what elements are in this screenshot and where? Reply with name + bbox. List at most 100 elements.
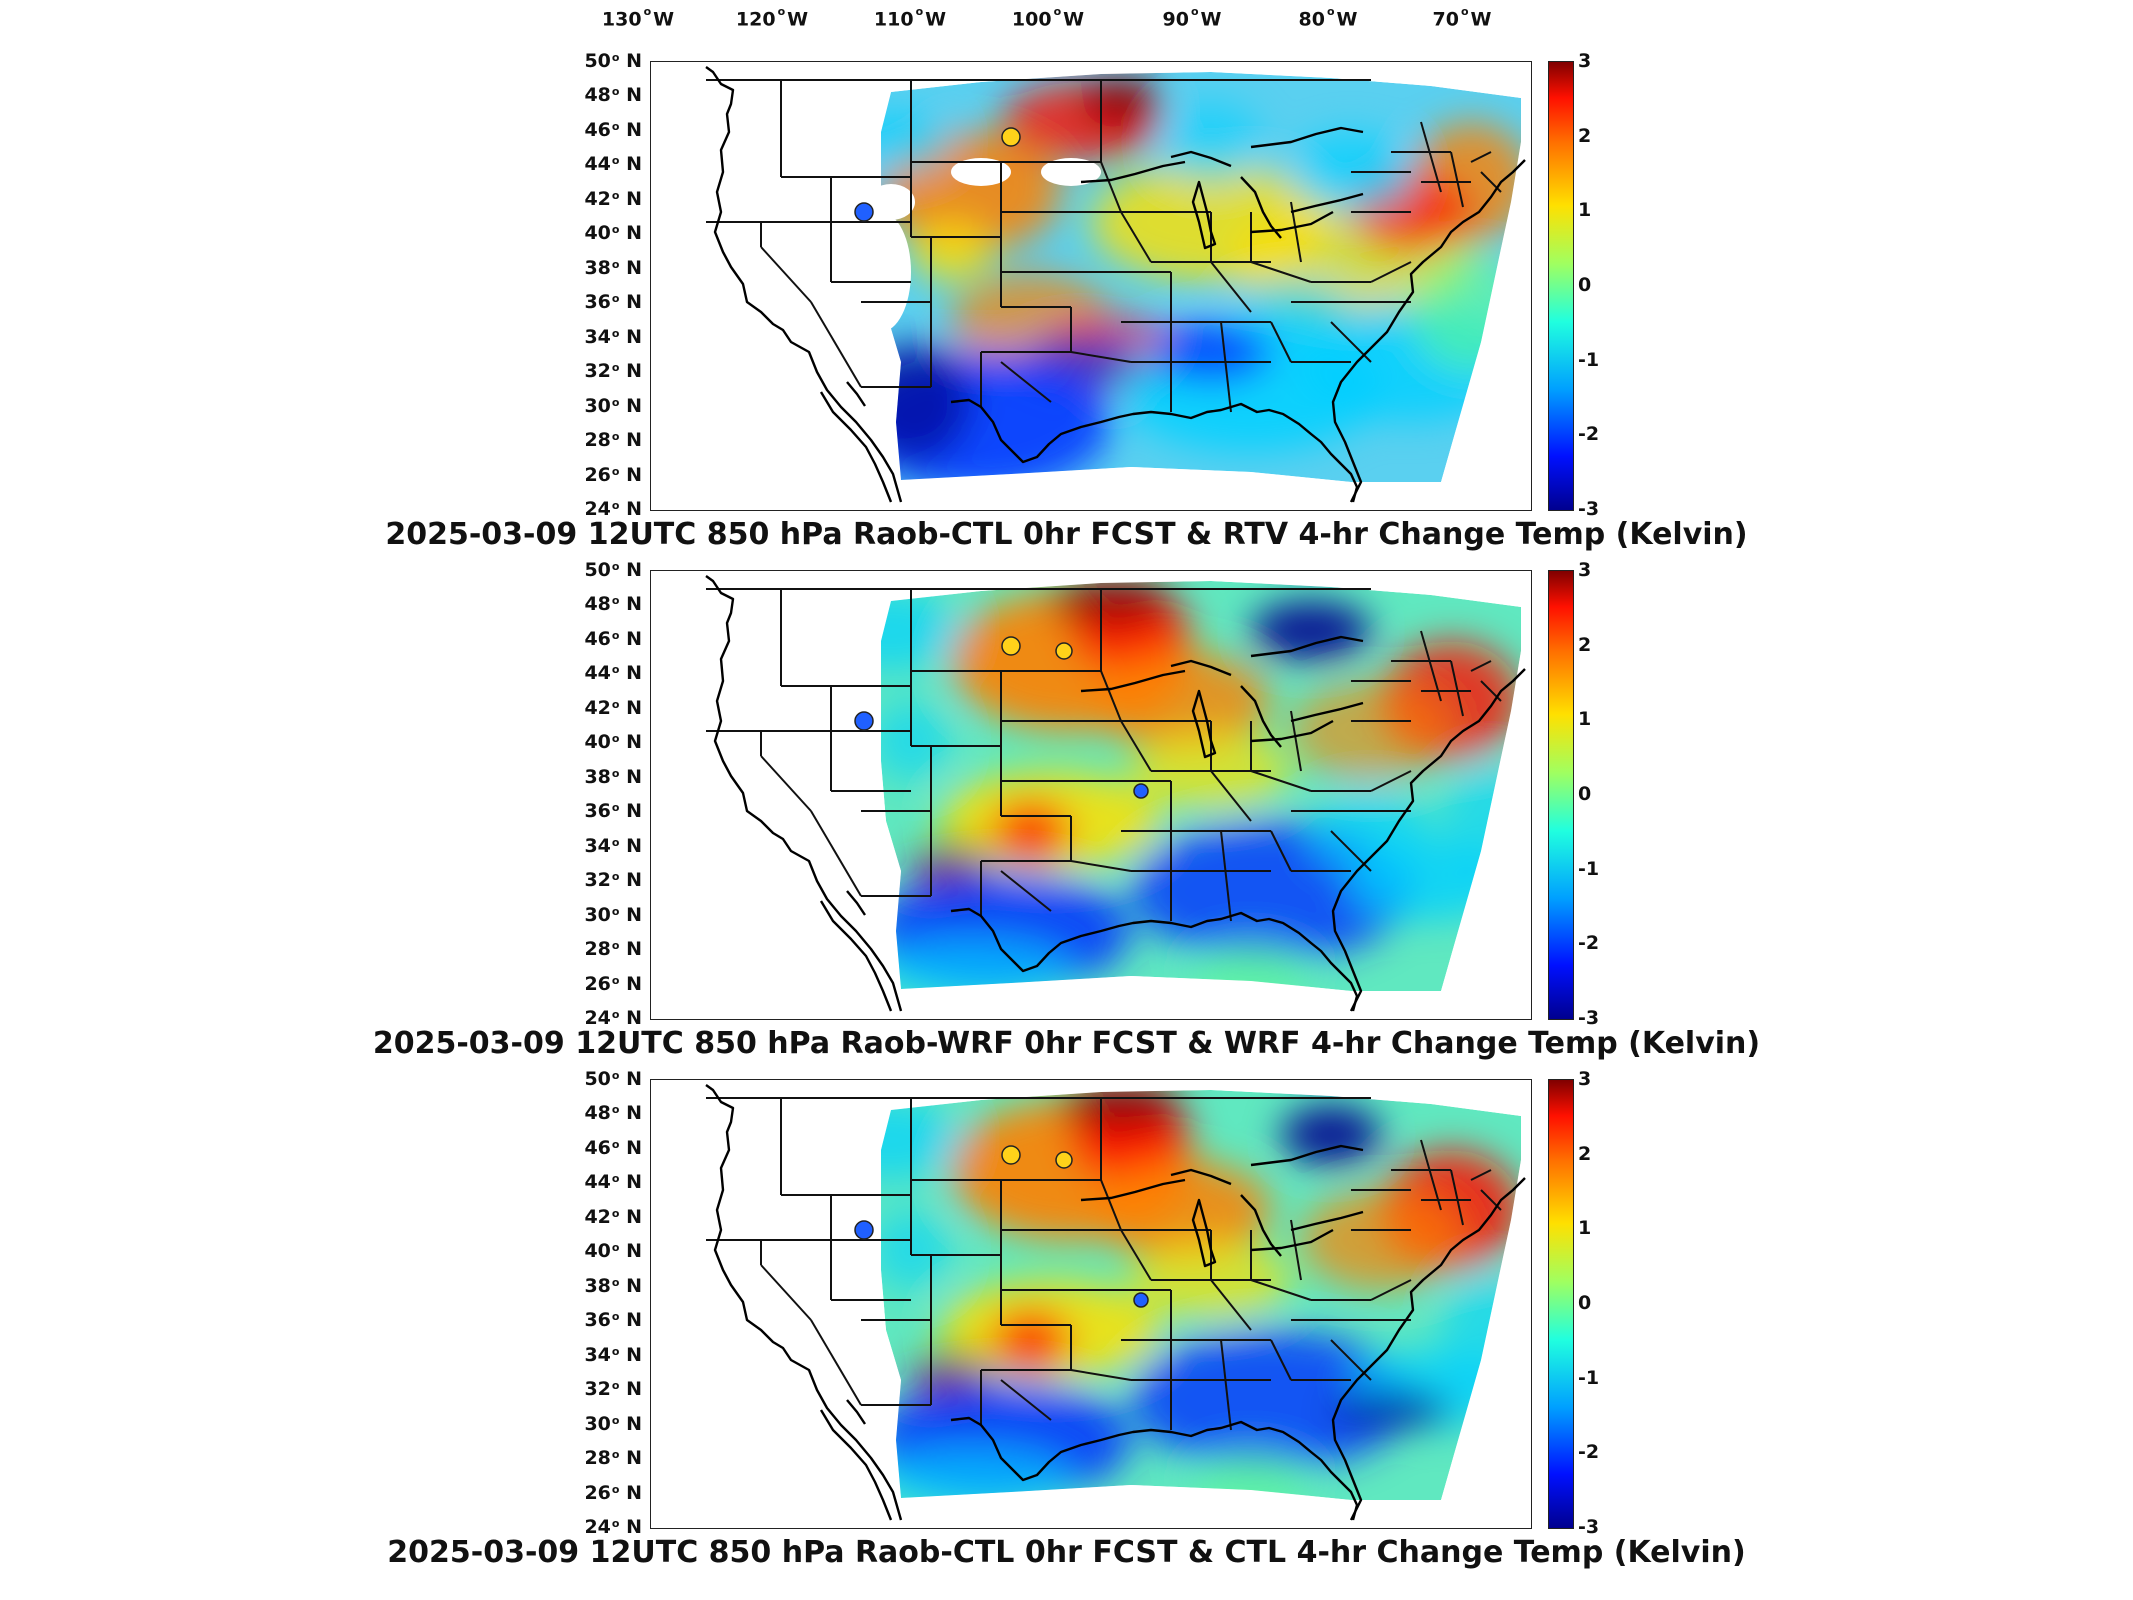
anomaly-blob bbox=[881, 1450, 1071, 1500]
border-line bbox=[1450, 1169, 1464, 1226]
coastline bbox=[705, 1084, 903, 1521]
lat-tick-label: 36o N bbox=[584, 291, 642, 314]
colorbar-tick-label: 1 bbox=[1578, 199, 1592, 222]
colorbar bbox=[1548, 61, 1574, 511]
anomaly-field bbox=[881, 1090, 1521, 1500]
coastline bbox=[950, 1416, 1359, 1521]
raob-station-marker bbox=[1055, 1151, 1073, 1169]
lat-tick-label: 42o N bbox=[584, 187, 642, 210]
border-line bbox=[810, 810, 862, 897]
lat-tick-label: 26o N bbox=[584, 463, 642, 486]
anomaly-blob bbox=[1191, 941, 1311, 991]
missing-data-patch bbox=[951, 158, 1011, 186]
panel-title: 2025-03-09 12UTC 850 hPa Raob-WRF 0hr FC… bbox=[372, 1026, 1761, 1061]
lat-tick-label: 38o N bbox=[584, 256, 642, 279]
border-line bbox=[1000, 1379, 1052, 1421]
panel-title: 2025-03-09 12UTC 850 hPa Raob-CTL 0hr FC… bbox=[387, 1535, 1746, 1570]
border-line bbox=[1120, 720, 1152, 772]
anomaly-blob bbox=[991, 1310, 1071, 1370]
border-line bbox=[1100, 161, 1122, 213]
lat-tick-label: 40o N bbox=[584, 1240, 642, 1263]
border-line bbox=[1100, 670, 1122, 722]
border-line bbox=[760, 246, 812, 303]
coastlines bbox=[705, 575, 1526, 1012]
lat-tick-label: 32o N bbox=[584, 1378, 642, 1401]
anomaly-blob bbox=[1231, 282, 1351, 342]
lat-tick-label: 24o N bbox=[584, 498, 642, 520]
state-borders bbox=[706, 79, 1502, 413]
panel-title: 2025-03-09 12UTC 850 hPa Raob-CTL 0hr FC… bbox=[385, 517, 1748, 552]
missing-data-patch bbox=[867, 184, 915, 220]
coastlines bbox=[705, 66, 1526, 503]
border-line bbox=[760, 755, 812, 812]
raob-station-marker bbox=[1001, 127, 1021, 147]
coastline bbox=[819, 890, 893, 1012]
colorbar-tick-label: -3 bbox=[1578, 498, 1600, 520]
coastline bbox=[819, 1399, 893, 1521]
lat-tick-label: 50o N bbox=[584, 559, 642, 581]
lat-tick-label: 24o N bbox=[584, 1516, 642, 1538]
lat-tick-label: 30o N bbox=[584, 394, 642, 417]
lat-tick-label: 34o N bbox=[584, 1343, 642, 1366]
colorbar-tick-label: 2 bbox=[1578, 124, 1592, 147]
lon-tick-label: 80 o W bbox=[1298, 5, 1358, 31]
border-line bbox=[1420, 1139, 1442, 1211]
coastline bbox=[1080, 126, 1364, 250]
colorbar-tick-label: -3 bbox=[1578, 1007, 1600, 1029]
border-line bbox=[1270, 321, 1292, 363]
colorbar-tick-label: 2 bbox=[1578, 1142, 1592, 1165]
anomaly-blob bbox=[1091, 1160, 1271, 1260]
border-line bbox=[1220, 830, 1232, 922]
lat-tick-label: 42o N bbox=[584, 1205, 642, 1228]
anomaly-blob bbox=[991, 801, 1071, 861]
lat-tick-label: 30o N bbox=[584, 903, 642, 926]
border-line bbox=[1070, 351, 1132, 363]
lat-tick-label: 44o N bbox=[584, 153, 642, 176]
lon-tick-label: 100 o W bbox=[1011, 5, 1085, 31]
lat-tick-label: 50o N bbox=[584, 50, 642, 72]
coastline bbox=[1331, 1177, 1526, 1521]
lat-tick-label: 34o N bbox=[584, 325, 642, 348]
border-line bbox=[1420, 630, 1442, 702]
lat-tick-label: 36o N bbox=[584, 1309, 642, 1332]
anomaly-blob bbox=[1301, 1190, 1461, 1290]
lat-tick-label: 24o N bbox=[584, 1007, 642, 1029]
state-borders bbox=[706, 1097, 1502, 1431]
lat-tick-label: 48o N bbox=[584, 593, 642, 616]
lat-tick-label: 28o N bbox=[584, 1447, 642, 1470]
lat-tick-label: 32o N bbox=[584, 360, 642, 383]
anomaly-blob bbox=[1131, 1330, 1411, 1470]
anomaly-blob bbox=[1331, 1390, 1451, 1430]
anomaly-blob bbox=[1051, 581, 1171, 626]
border-line bbox=[1100, 1179, 1122, 1231]
colorbar-tick-label: -2 bbox=[1578, 1441, 1600, 1464]
lat-tick-label: 48o N bbox=[584, 84, 642, 107]
lat-tick-label: 32o N bbox=[584, 869, 642, 892]
state-borders bbox=[706, 588, 1502, 922]
colorbar-tick-label: -3 bbox=[1578, 1516, 1600, 1538]
raob-station-marker bbox=[1055, 642, 1073, 660]
anomaly-blob bbox=[1061, 1090, 1181, 1130]
missing-data-patch bbox=[1041, 158, 1101, 186]
anomaly-field bbox=[881, 72, 1521, 482]
coastlines bbox=[705, 1084, 1526, 1521]
lat-tick-label: 44o N bbox=[584, 662, 642, 685]
anomaly-blob bbox=[1021, 332, 1141, 392]
border-line bbox=[1370, 770, 1412, 792]
border-line bbox=[1250, 770, 1312, 792]
border-line bbox=[1220, 321, 1232, 413]
anomaly-blob bbox=[1091, 651, 1271, 751]
anomaly-blob bbox=[881, 342, 971, 462]
lon-tick-label: 120 o W bbox=[735, 5, 809, 31]
lat-tick-label: 46o N bbox=[584, 118, 642, 141]
lat-tick-label: 42o N bbox=[584, 696, 642, 719]
colorbar-tick-label: -1 bbox=[1578, 348, 1600, 371]
lat-tick-label: 28o N bbox=[584, 429, 642, 452]
anomaly-blob bbox=[1251, 601, 1371, 661]
colorbar-tick-label: 1 bbox=[1578, 708, 1592, 731]
lat-tick-label: 34o N bbox=[584, 834, 642, 857]
colorbar-tick-label: 0 bbox=[1578, 783, 1592, 805]
border-line bbox=[1070, 860, 1132, 872]
coastline bbox=[1080, 635, 1364, 759]
lon-tick-label: 110 o W bbox=[873, 5, 947, 31]
